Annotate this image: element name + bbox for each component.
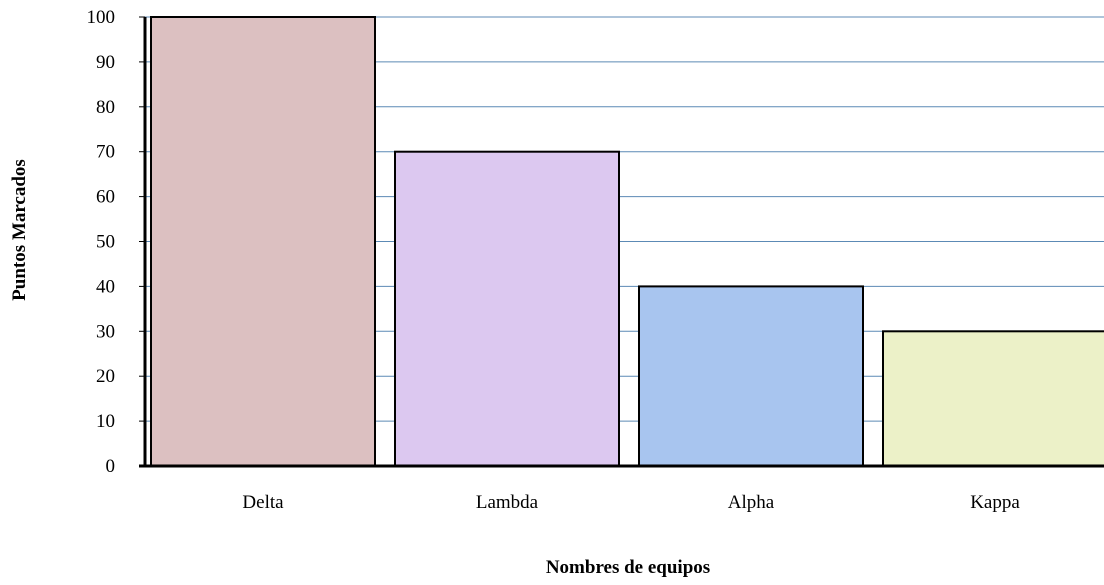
bars [150, 16, 1104, 467]
bar-lambda [394, 150, 620, 467]
y-tick-label: 10 [96, 411, 115, 432]
x-axis-title: Nombres de equipos [546, 557, 710, 578]
y-tick-labels: 0 10 20 30 40 50 60 70 80 90 100 [87, 7, 116, 477]
x-tick-label: Kappa [970, 492, 1020, 513]
y-tick-label: 0 [106, 456, 116, 477]
y-tick-label: 90 [96, 52, 115, 73]
x-tick-labels: Delta Lambda Alpha Kappa [242, 492, 1020, 513]
x-tick-label: Alpha [728, 492, 775, 513]
x-tick-label: Lambda [476, 492, 539, 513]
y-tick-label: 40 [96, 276, 115, 297]
bar-kappa [882, 330, 1104, 467]
bar-alpha [638, 285, 864, 467]
y-tick-label: 60 [96, 187, 115, 208]
axes [139, 17, 1104, 468]
bar-delta [150, 16, 376, 467]
y-tick-label: 80 [96, 97, 115, 118]
y-tick-label: 100 [87, 7, 116, 28]
x-tick-label: Delta [242, 492, 284, 513]
y-tick-label: 20 [96, 366, 115, 387]
y-tick-label: 70 [96, 142, 115, 163]
y-axis-title: Puntos Marcados [9, 159, 30, 301]
y-tick-label: 50 [96, 232, 115, 253]
y-tick-label: 30 [96, 321, 115, 342]
